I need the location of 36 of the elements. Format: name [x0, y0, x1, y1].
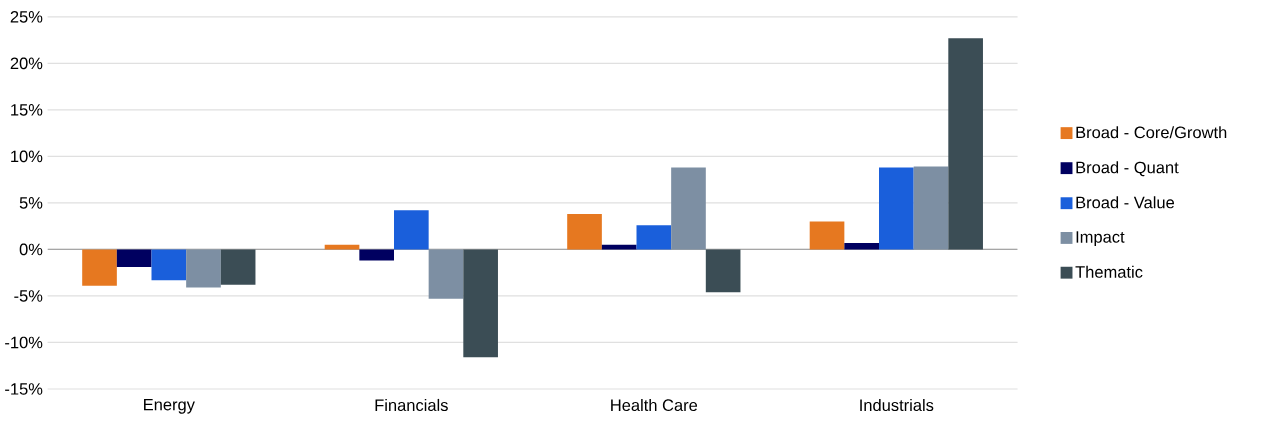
bar — [636, 225, 672, 250]
bar — [913, 166, 949, 250]
y-tick-label: -10% — [5, 336, 43, 349]
x-tick-label: Energy — [144, 399, 195, 414]
x-tick-label: Health Care — [611, 399, 698, 412]
y-tick-label: 10% — [11, 150, 43, 163]
bar — [948, 38, 983, 250]
bar — [705, 249, 741, 293]
y-tick-label: 0% — [19, 243, 43, 256]
legend-label: Broad - Quant — [1076, 161, 1179, 177]
bar — [879, 167, 914, 250]
bar — [463, 249, 498, 358]
bar — [844, 243, 879, 250]
bar — [428, 249, 464, 299]
bar — [116, 249, 152, 268]
bar — [220, 249, 256, 285]
legend-label: Broad - Core/Growth — [1076, 126, 1227, 139]
x-tick-label: Financials — [375, 399, 448, 412]
y-tick-label: -5% — [14, 290, 43, 302]
bar — [671, 167, 706, 250]
bar — [567, 214, 602, 250]
bar — [809, 221, 845, 250]
y-tick-label: 15% — [11, 104, 43, 116]
bar — [394, 210, 429, 250]
y-tick-label: -15% — [5, 383, 43, 396]
x-tick-label: Industrials — [860, 399, 934, 412]
y-tick-label: 20% — [10, 57, 43, 70]
bar — [359, 249, 394, 261]
bar — [82, 249, 117, 286]
bar — [151, 249, 187, 281]
y-tick-label: 5% — [19, 197, 43, 209]
legend-label: Broad - Value — [1076, 196, 1175, 209]
legend-label: Impact — [1076, 231, 1125, 247]
y-tick-label: 25% — [10, 11, 43, 23]
bar — [186, 249, 221, 288]
legend-label: Thematic — [1075, 265, 1143, 279]
